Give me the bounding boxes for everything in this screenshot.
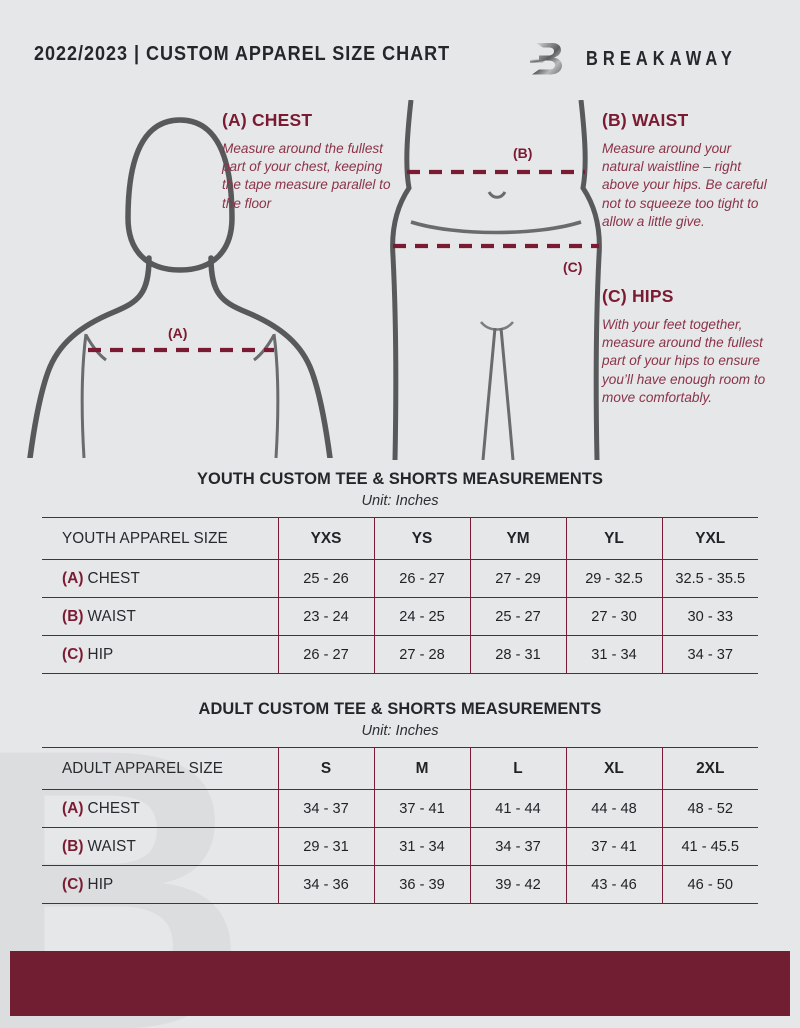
table-header-row: ADULT APPAREL SIZE S M L XL 2XL bbox=[42, 747, 758, 790]
youth-table-block: YOUTH CUSTOM TEE & SHORTS MEASUREMENTS U… bbox=[0, 470, 800, 674]
youth-table-title: YOUTH CUSTOM TEE & SHORTS MEASUREMENTS bbox=[196, 470, 603, 488]
measure-tag: (A) bbox=[62, 799, 84, 817]
column-header-2xl: 2XL bbox=[662, 747, 758, 790]
callout-hips-heading: (C) HIPS bbox=[602, 286, 674, 306]
cell-hip-xl: 43 - 46 bbox=[566, 865, 663, 904]
waist-marker-label: (B) bbox=[513, 145, 532, 161]
cell-hip-yxl: 34 - 37 bbox=[662, 635, 758, 674]
cell-hip-s: 34 - 36 bbox=[278, 865, 375, 904]
measure-tag: (C) bbox=[62, 645, 84, 663]
cell-waist-s: 29 - 31 bbox=[278, 827, 375, 866]
column-header-l: L bbox=[470, 747, 567, 790]
lower-body-figure: (B) (C) bbox=[390, 100, 602, 460]
cell-chest-m: 37 - 41 bbox=[374, 789, 471, 828]
chest-marker-label: (A) bbox=[168, 325, 187, 341]
cell-waist-yl: 27 - 30 bbox=[566, 597, 663, 636]
cell-hip-l: 39 - 42 bbox=[470, 865, 567, 904]
cell-waist-yxs: 23 - 24 bbox=[278, 597, 375, 636]
column-header-yl: YL bbox=[566, 517, 663, 560]
row-header-waist: (B) WAIST bbox=[42, 597, 279, 636]
cell-chest-s: 34 - 37 bbox=[278, 789, 375, 828]
cell-waist-ys: 24 - 25 bbox=[374, 597, 471, 636]
cell-waist-ym: 25 - 27 bbox=[470, 597, 567, 636]
apparel-size-header-label: ADULT APPAREL SIZE bbox=[42, 747, 279, 790]
table-row: (B) WAIST 29 - 31 31 - 34 34 - 37 37 - 41 41 -… bbox=[42, 827, 758, 866]
callout-waist: (B) WAIST Measure around your natural wa… bbox=[602, 110, 774, 231]
adult-table-unit: Unit: Inches bbox=[361, 723, 439, 739]
page-title: 2022/2023 | CUSTOM APPAREL SIZE CHART bbox=[34, 42, 451, 65]
column-header-ym: YM bbox=[470, 517, 567, 560]
cell-chest-xl: 44 - 48 bbox=[566, 789, 663, 828]
measure-tag: (A) bbox=[62, 569, 84, 587]
cell-hip-ys: 27 - 28 bbox=[374, 635, 471, 674]
measure-tag: (B) bbox=[62, 837, 84, 855]
row-header-chest: (A) CHEST bbox=[42, 789, 279, 828]
table-row: (A) CHEST 34 - 37 37 - 41 41 - 44 44 - 48 48 -… bbox=[42, 789, 758, 828]
cell-chest-yl: 29 - 32.5 bbox=[566, 559, 663, 598]
cell-hip-m: 36 - 39 bbox=[374, 865, 471, 904]
table-row: (C) HIP 34 - 36 36 - 39 39 - 42 43 - 46 46 - 5… bbox=[42, 865, 758, 904]
callout-hips: (C) HIPS With your feet together, measur… bbox=[602, 286, 774, 407]
callout-waist-heading: (B) WAIST bbox=[602, 110, 689, 130]
breakaway-b-monogram-icon bbox=[526, 38, 568, 80]
adult-table-block: ADULT CUSTOM TEE & SHORTS MEASUREMENTS U… bbox=[0, 700, 800, 904]
callout-chest: (A) CHEST Measure around the fullest par… bbox=[222, 110, 392, 213]
row-header-waist: (B) WAIST bbox=[42, 827, 279, 866]
cell-waist-m: 31 - 34 bbox=[374, 827, 471, 866]
cell-chest-l: 41 - 44 bbox=[470, 789, 567, 828]
row-header-chest: (A) CHEST bbox=[42, 559, 279, 598]
brand-lockup: BREAKAWAY bbox=[526, 38, 770, 80]
cell-chest-ys: 26 - 27 bbox=[374, 559, 471, 598]
illustration-area: (A) (B) (C) bbox=[0, 96, 800, 468]
cell-hip-yxs: 26 - 27 bbox=[278, 635, 375, 674]
callout-waist-body: Measure around your natural waistline – … bbox=[602, 141, 767, 229]
footer-bar bbox=[10, 951, 790, 1016]
column-header-xl: XL bbox=[566, 747, 663, 790]
cell-waist-l: 34 - 37 bbox=[470, 827, 567, 866]
cell-waist-xl: 37 - 41 bbox=[566, 827, 663, 866]
cell-hip-2xl: 46 - 50 bbox=[662, 865, 758, 904]
brand-wordmark: BREAKAWAY bbox=[586, 47, 737, 70]
table-row: (B) WAIST 23 - 24 24 - 25 25 - 27 27 - 30 30 -… bbox=[42, 597, 758, 636]
cell-waist-2xl: 41 - 45.5 bbox=[662, 827, 758, 866]
upper-body-figure: (A) bbox=[27, 117, 333, 458]
table-row: (C) HIP 26 - 27 27 - 28 28 - 31 31 - 34 34 - 3… bbox=[42, 635, 758, 674]
column-header-m: M bbox=[374, 747, 471, 790]
cell-chest-2xl: 48 - 52 bbox=[662, 789, 758, 828]
cell-chest-yxl: 32.5 - 35.5 bbox=[662, 559, 758, 598]
column-header-yxs: YXS bbox=[278, 517, 375, 560]
cell-chest-ym: 27 - 29 bbox=[470, 559, 567, 598]
youth-table-unit: Unit: Inches bbox=[361, 493, 439, 509]
column-header-ys: YS bbox=[374, 517, 471, 560]
callout-hips-body: With your feet together, measure around … bbox=[602, 317, 766, 405]
measure-tag: (B) bbox=[62, 607, 84, 625]
adult-size-table: ADULT APPAREL SIZE S M L XL 2XL (A) CHEST 34 - 3… bbox=[42, 747, 758, 904]
page-header: 2022/2023 | CUSTOM APPAREL SIZE CHART bbox=[0, 0, 800, 96]
row-header-hip: (C) HIP bbox=[42, 865, 279, 904]
table-row: (A) CHEST 25 - 26 26 - 27 27 - 29 29 - 32.5 32… bbox=[42, 559, 758, 598]
cell-chest-yxs: 25 - 26 bbox=[278, 559, 375, 598]
row-header-hip: (C) HIP bbox=[42, 635, 279, 674]
cell-hip-ym: 28 - 31 bbox=[470, 635, 567, 674]
cell-hip-yl: 31 - 34 bbox=[566, 635, 663, 674]
column-header-yxl: YXL bbox=[662, 517, 758, 560]
measure-tag: (C) bbox=[62, 875, 84, 893]
hip-marker-label: (C) bbox=[563, 259, 582, 275]
table-header-row: YOUTH APPAREL SIZE YXS YS YM YL YXL bbox=[42, 517, 758, 560]
column-header-s: S bbox=[278, 747, 375, 790]
adult-table-title: ADULT CUSTOM TEE & SHORTS MEASUREMENTS bbox=[198, 700, 602, 718]
apparel-size-header-label: YOUTH APPAREL SIZE bbox=[42, 517, 279, 560]
callout-chest-body: Measure around the fullest part of your … bbox=[222, 141, 391, 211]
callout-chest-heading: (A) CHEST bbox=[222, 110, 313, 130]
cell-waist-yxl: 30 - 33 bbox=[662, 597, 758, 636]
youth-size-table: YOUTH APPAREL SIZE YXS YS YM YL YXL (A) CHEST 25… bbox=[42, 517, 758, 674]
